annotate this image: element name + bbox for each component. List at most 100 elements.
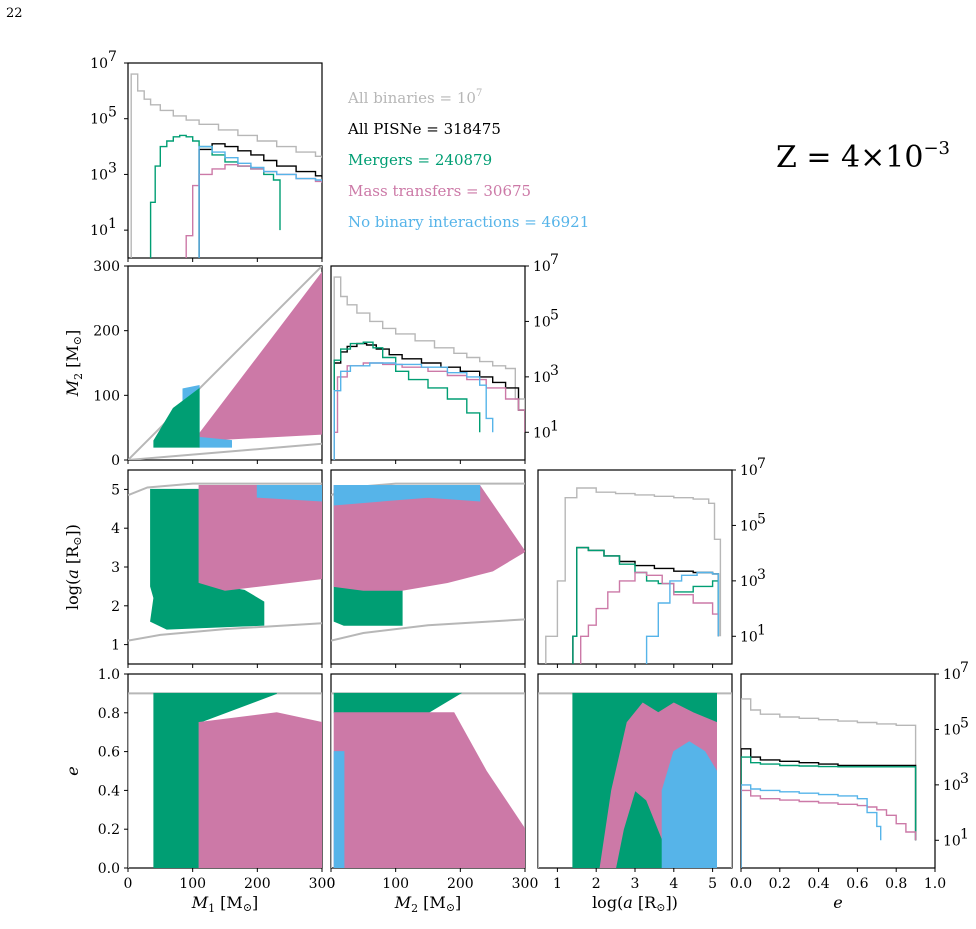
hist-y-tick-exp: 1 <box>550 418 559 434</box>
histogram-line-pisne <box>572 546 720 664</box>
y-tick-label: 300 <box>93 259 120 275</box>
hist-y-tick-exp: 5 <box>757 511 766 527</box>
legend-entry-all: All binaries = 107 <box>347 88 482 107</box>
scatter-panel-M1_e <box>128 692 322 868</box>
histogram-line-all <box>130 73 322 258</box>
hist-y-tick-label: 10 <box>533 259 551 275</box>
metallicity-base: Z = 4×10 <box>776 140 923 175</box>
scatter-region-no_interaction <box>661 741 717 868</box>
x-axis-label-loga: log(a [R⊙]) <box>592 893 678 914</box>
y-tick-label: 1 <box>111 638 120 654</box>
y-tick-label: 2 <box>111 599 120 615</box>
hist-y-tick-label: 10 <box>740 463 758 479</box>
axis-label-unit: [R <box>633 893 657 912</box>
hist-y-tick-exp: 7 <box>960 660 969 676</box>
histogram-line-all <box>545 487 722 664</box>
legend-label: All PISNe = 318475 <box>347 120 501 138</box>
hist-y-tick-label: 10 <box>943 833 961 849</box>
axis-label-unit: [M <box>418 893 446 912</box>
hist-y-tick-exp: 3 <box>757 567 766 583</box>
legend-label-sup: 7 <box>476 88 482 99</box>
axis-label-end: ]) <box>665 893 677 912</box>
x-tick-label: 200 <box>447 876 474 892</box>
scatter-region-mass_transfers <box>198 712 322 868</box>
y-tick-label: 1.0 <box>98 667 120 683</box>
hist-y-tick-exp: 3 <box>960 771 969 787</box>
histogram-line-all <box>741 698 917 868</box>
x-tick-label: 1 <box>553 876 562 892</box>
x-tick-label: 5 <box>708 876 717 892</box>
y-tick-label: 5 <box>111 482 120 498</box>
hist-y-tick-label: 10 <box>943 667 961 683</box>
x-tick-label: 0 <box>327 876 336 892</box>
axis-label-sub: 2 <box>72 373 85 380</box>
histogram-line-pisne <box>198 143 322 258</box>
axis-label-sun: ⊙ <box>71 537 84 546</box>
hist-y-tick-exp: 1 <box>757 622 766 638</box>
panel-frame <box>330 469 526 665</box>
x-tick-label: 1.0 <box>924 876 946 892</box>
axis-label-sun: ⊙ <box>446 901 455 914</box>
hist-y-tick-exp: 7 <box>550 252 559 268</box>
x-tick-label: 0 <box>124 876 133 892</box>
x-tick-label: 300 <box>512 876 539 892</box>
axis-label-sub: 1 <box>208 902 215 915</box>
histogram-line-no_interaction <box>333 362 494 460</box>
axis-label-sun: ⊙ <box>656 901 665 914</box>
y-tick-label: 0 <box>111 453 120 469</box>
scatter-region-mass_transfers <box>198 271 322 442</box>
axis-label-unit: [M <box>215 893 243 912</box>
y-tick-label: 100 <box>93 388 120 404</box>
hist-y-tick-label: 10 <box>533 425 551 441</box>
scatter-region-mergers <box>153 387 200 448</box>
histogram-line-no_interaction <box>741 784 882 868</box>
axis-label-end: ] <box>455 893 461 912</box>
y-tick-label: 200 <box>93 324 120 340</box>
legend-entry-no_interaction: No binary interactions = 46921 <box>348 213 589 231</box>
hist-y-tick-label: 10 <box>740 629 758 645</box>
x-tick-label: 200 <box>244 876 271 892</box>
y-axis-label-loga: log(a [R⊙]) <box>63 524 84 610</box>
axis-label-end: ] <box>252 893 258 912</box>
scatter-region-no_interaction <box>333 751 345 868</box>
hist-y-tick-label: 10 <box>943 722 961 738</box>
hist-y-tick-exp: 1 <box>108 216 117 232</box>
histogram-e <box>741 698 917 868</box>
hist-y-tick-label: 10 <box>90 112 108 128</box>
hist-y-tick-exp: 7 <box>757 456 766 472</box>
axis-label-sun: ⊙ <box>243 901 252 914</box>
axis-label-symbol: M <box>394 893 412 912</box>
x-tick-label: 0.2 <box>769 876 791 892</box>
hist-y-tick-label: 10 <box>533 370 551 386</box>
scatter-panel-loga_e <box>538 692 732 868</box>
y-axis-label-m2: M2 [M⊙] <box>63 330 85 398</box>
axis-label-sun: ⊙ <box>71 336 84 345</box>
legend-entry-mass_transfers: Mass transfers = 30675 <box>348 182 531 200</box>
axis-label-end: ] <box>63 330 82 336</box>
axis-label-symbol: a <box>63 569 82 579</box>
x-tick-label: 4 <box>669 876 678 892</box>
scatter-region-no_interaction <box>256 485 322 502</box>
boundary-curve <box>128 266 322 460</box>
axis-label-symbol: M <box>191 893 209 912</box>
scatter-region-mass_transfers <box>333 485 525 591</box>
scatter-region-mass_transfers <box>333 712 525 868</box>
metallicity-label: Z = 4×10−3 <box>776 138 950 175</box>
hist-y-tick-label: 10 <box>533 314 551 330</box>
y-axis-label-e: e <box>63 766 82 775</box>
y-tick-label: 3 <box>111 560 120 576</box>
scatter-panel-M2_e <box>331 692 525 868</box>
histogram-M1 <box>130 73 322 258</box>
histogram-line-mass_transfers <box>741 789 917 868</box>
hist-y-tick-exp: 5 <box>550 307 559 323</box>
y-tick-label: 0.6 <box>98 745 120 761</box>
axis-label-symbol: M <box>63 379 82 397</box>
x-tick-label: 0.0 <box>730 876 752 892</box>
histogram-line-pisne <box>333 342 525 460</box>
hist-y-tick-exp: 1 <box>960 826 969 842</box>
boundary-curve <box>128 482 322 497</box>
histogram-line-mass_transfers <box>333 362 525 460</box>
x-tick-label: 100 <box>179 876 206 892</box>
y-tick-label: 4 <box>111 521 120 537</box>
